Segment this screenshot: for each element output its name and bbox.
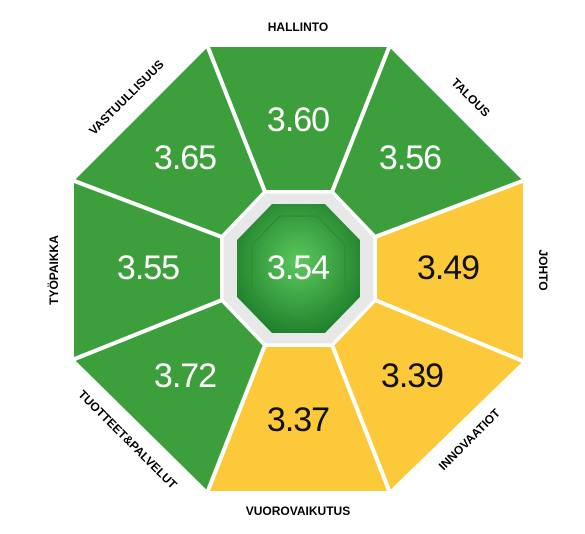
center-inner: [251, 215, 346, 322]
segment-value: 3.60: [267, 101, 329, 139]
segment-value: 3.49: [417, 249, 479, 287]
segment-value: 3.72: [154, 357, 216, 395]
segment-label: HALLINTO: [268, 20, 328, 34]
segment-value: 3.37: [267, 401, 329, 439]
segment-value: 3.56: [379, 139, 441, 177]
segment-label: TYÖPAIKKA: [46, 235, 61, 305]
segment-value: 3.39: [381, 357, 443, 395]
center-octagon: [237, 204, 360, 333]
segment-value: 3.55: [117, 249, 179, 287]
segment-value: 3.65: [154, 139, 216, 177]
segment-label: JOHTO: [536, 249, 550, 290]
center-value: 3.54: [267, 249, 329, 287]
segment-label: VUOROVAIKUTUS: [246, 504, 350, 518]
